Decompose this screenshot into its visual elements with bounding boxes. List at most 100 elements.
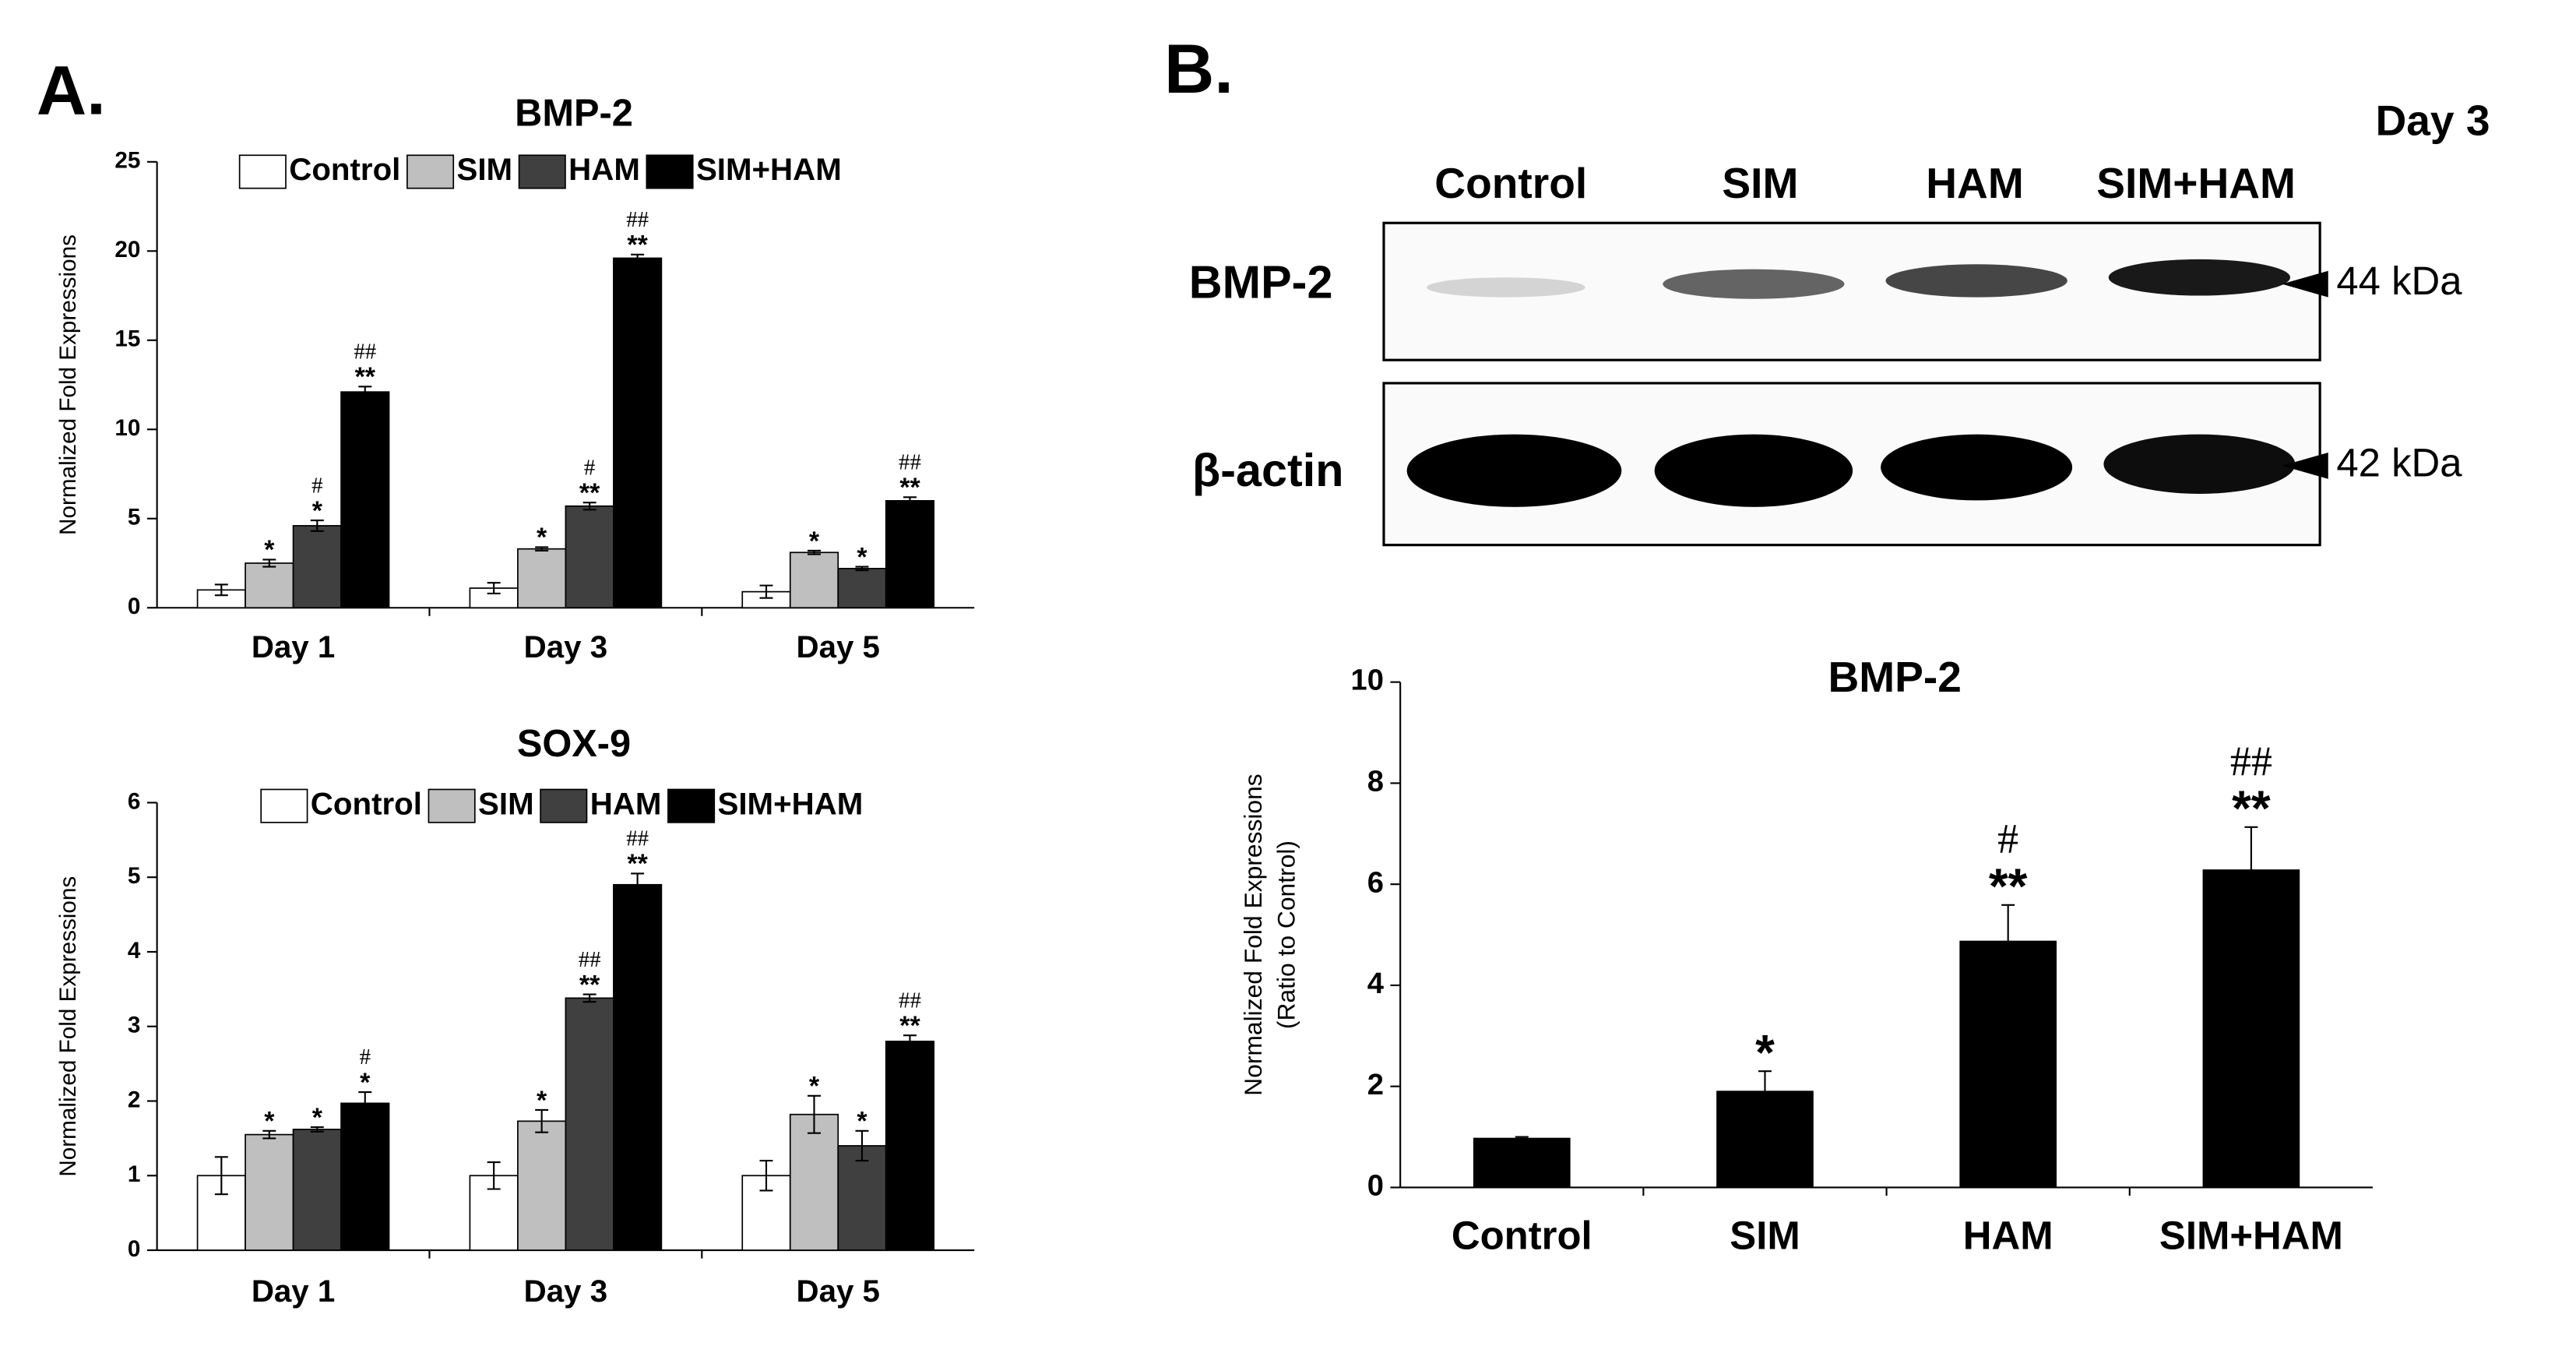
error-bar <box>855 566 869 572</box>
bar <box>1959 940 2057 1189</box>
legend-label: HAM <box>568 152 640 187</box>
significance-hash: ## <box>626 826 649 851</box>
legend-swatch <box>238 154 287 189</box>
lane-label: SIM+HAM <box>2096 159 2296 207</box>
error-bar <box>535 546 549 552</box>
error-bar <box>310 519 324 532</box>
y-tick-label: 5 <box>128 863 141 889</box>
significance-hash: ## <box>2230 738 2272 784</box>
significance-hash: # <box>1997 816 2018 862</box>
significance-hash: ## <box>899 449 921 474</box>
legend-label: HAM <box>590 786 662 821</box>
x-tick-label: Day 1 <box>252 629 335 664</box>
error-bar <box>582 993 596 1003</box>
blot-row-label: BMP-2 <box>1189 255 1333 308</box>
legend-swatch <box>646 154 694 189</box>
significance-star: ** <box>899 473 920 502</box>
significance-star: ** <box>2232 781 2271 837</box>
error-bar <box>310 1126 324 1133</box>
legend-swatch <box>540 788 588 823</box>
bar <box>469 587 519 609</box>
bar <box>517 548 567 609</box>
significance-hash: ## <box>626 207 649 232</box>
significance-star: ** <box>579 970 600 999</box>
y-tick-label: 6 <box>128 788 141 814</box>
bar <box>565 505 614 609</box>
bar <box>340 391 390 609</box>
bar <box>789 1113 839 1251</box>
bar <box>885 500 935 609</box>
bar <box>245 1133 294 1251</box>
y-tick-label: 2 <box>1367 1068 1384 1101</box>
y-axis-label: Normalized Fold Expressions <box>55 876 81 1177</box>
legend-label: Control <box>289 152 400 187</box>
y-axis-label: (Ratio to Control) <box>1272 840 1300 1029</box>
significance-hash: # <box>360 1045 371 1069</box>
error-bar <box>631 872 645 897</box>
y-tick-label: 0 <box>1367 1169 1384 1203</box>
x-tick-label: SIM+HAM <box>2159 1214 2343 1258</box>
error-bar <box>358 386 372 399</box>
y-tick-label: 2 <box>128 1087 141 1112</box>
error-bar <box>759 1160 773 1192</box>
significance-star: ** <box>355 362 376 392</box>
lane-label: SIM <box>1722 159 1798 207</box>
bar <box>885 1041 935 1251</box>
chart-title: BMP-2 <box>515 92 633 134</box>
bar <box>245 562 294 609</box>
error-bar <box>759 584 773 599</box>
lane-label: HAM <box>1926 159 2024 207</box>
bar <box>613 883 663 1251</box>
significance-star: * <box>537 1086 547 1115</box>
error-bar <box>582 502 596 511</box>
error-bar <box>214 1156 228 1196</box>
error-bar <box>262 1129 276 1140</box>
significance-star: * <box>537 523 547 552</box>
error-bar <box>487 582 501 594</box>
error-bar <box>2244 826 2258 914</box>
x-tick-label: Day 3 <box>524 629 607 664</box>
error-bar <box>808 1094 821 1134</box>
y-tick-label: 10 <box>114 415 140 441</box>
significance-hash: # <box>311 473 322 498</box>
error-bar <box>903 1034 917 1048</box>
error-bar <box>903 496 917 506</box>
bar <box>789 551 839 609</box>
x-tick-label: Control <box>1452 1214 1592 1258</box>
blot-marker: 42 kDa <box>2336 440 2462 484</box>
panel-label: B. <box>1164 30 1233 107</box>
legend-swatch <box>406 154 455 189</box>
y-tick-label: 5 <box>128 505 141 530</box>
x-tick-label: Day 3 <box>524 1274 607 1309</box>
error-bar <box>1758 1070 1772 1113</box>
y-tick-label: 1 <box>128 1161 141 1187</box>
blot-title: Day 3 <box>2375 97 2490 145</box>
blot-row-label: β-actin <box>1192 444 1344 496</box>
y-tick-label: 15 <box>114 326 140 352</box>
significance-star: ** <box>1989 858 2028 914</box>
y-axis-label: Normalized Fold Expressions <box>1239 773 1267 1096</box>
legend-label: SIM+HAM <box>696 152 842 187</box>
significance-star: * <box>1755 1025 1775 1080</box>
significance-star: * <box>857 1107 867 1136</box>
y-tick-label: 8 <box>1367 764 1384 798</box>
significance-star: * <box>809 1072 820 1101</box>
y-tick-label: 4 <box>1367 967 1385 1000</box>
error-bar <box>214 583 228 597</box>
x-tick-label: HAM <box>1963 1214 2053 1258</box>
y-tick-label: 6 <box>1367 865 1384 899</box>
significance-star: ** <box>899 1011 920 1041</box>
significance-star: * <box>264 1107 275 1136</box>
error-bar <box>535 1108 549 1133</box>
legend-label: SIM+HAM <box>718 786 864 821</box>
significance-star: * <box>809 527 820 556</box>
significance-star: ** <box>627 231 648 260</box>
blot-marker: 44 kDa <box>2336 259 2462 303</box>
significance-star: * <box>264 535 275 565</box>
error-bar <box>2001 904 2015 979</box>
error-bar <box>1515 1136 1529 1141</box>
bar <box>292 1129 342 1251</box>
x-tick-label: SIM <box>1730 1214 1800 1258</box>
significance-star: * <box>312 1103 323 1133</box>
